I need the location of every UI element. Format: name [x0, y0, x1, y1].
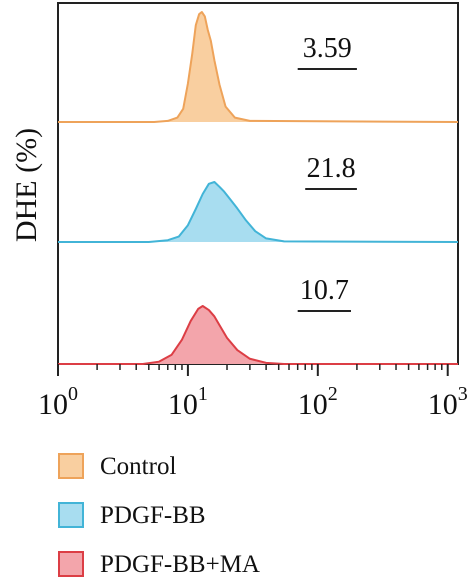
histogram-line-pdgf-bb-ma — [58, 305, 458, 365]
legend-swatch-pdgf-bb — [58, 502, 84, 528]
histogram-fill-pdgf-bb-ma — [58, 306, 458, 364]
legend-swatch-control — [58, 453, 84, 479]
legend-label-control: Control — [100, 452, 177, 480]
x-tick-label-exp-1: 1 — [198, 383, 208, 405]
x-tick-label-base-1: 10 — [168, 388, 198, 421]
gate-label-pdgf-bb-ma: 10.7 — [300, 275, 349, 306]
x-tick-label-exp-0: 0 — [68, 383, 78, 405]
legend-swatch-pdgf-bb-ma — [58, 551, 84, 577]
x-tick-label-base-3: 10 — [428, 388, 458, 421]
x-tick-label-exp-2: 2 — [328, 383, 338, 405]
x-tick-label-exp-3: 3 — [458, 383, 468, 405]
gate-label-pdgf-bb: 21.8 — [307, 153, 356, 184]
legend-label-pdgf-bb: PDGF-BB — [100, 501, 206, 529]
gate-label-control: 3.59 — [303, 33, 352, 64]
x-tick-label-base-0: 10 — [38, 388, 68, 421]
plot-frame — [57, 2, 459, 365]
y-axis-label: DHE (%) — [10, 128, 43, 242]
x-tick-label-2: 102 — [298, 383, 338, 421]
legend-label-pdgf-bb-ma: PDGF-BB+MA — [100, 550, 260, 578]
histogram-line-control — [58, 11, 459, 123]
x-tick-label-0: 100 — [38, 383, 78, 421]
legend-item-pdgf-bb-ma: PDGF-BB+MA — [58, 547, 260, 581]
histogram-line-pdgf-bb — [58, 181, 459, 243]
x-tick-label-1: 101 — [168, 383, 208, 421]
x-tick-label-3: 103 — [428, 383, 468, 421]
legend-item-pdgf-bb: PDGF-BB — [58, 498, 206, 532]
histogram-fill-control — [58, 12, 458, 122]
legend-item-control: Control — [58, 449, 176, 483]
x-tick-label-base-2: 10 — [298, 388, 328, 421]
